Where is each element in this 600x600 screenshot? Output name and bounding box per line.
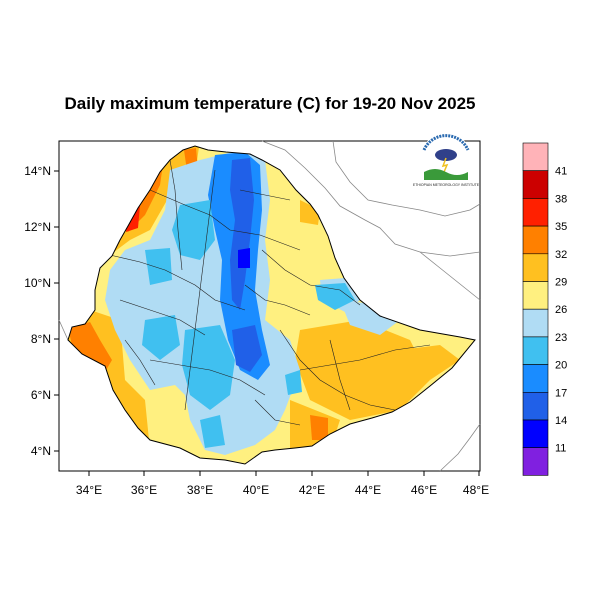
cloud-icon bbox=[435, 149, 457, 161]
colorbar-swatch bbox=[522, 170, 549, 199]
colorbar-label: 17 bbox=[555, 387, 567, 399]
x-tick-label: 44°E bbox=[355, 483, 381, 497]
colorbar-swatch bbox=[522, 391, 549, 421]
x-tick-label: 48°E bbox=[463, 483, 489, 497]
colorbar-label: 11 bbox=[555, 443, 566, 455]
y-tick-label: 6°N bbox=[31, 388, 51, 402]
colorbar-swatch bbox=[522, 281, 549, 310]
colorbar-label: 26 bbox=[555, 304, 567, 316]
logo-text: ETHIOPIAN METEOROLOGY INSTITUTE bbox=[413, 183, 480, 187]
colorbar-label: 23 bbox=[555, 332, 567, 344]
y-tick-label: 4°N bbox=[31, 444, 51, 458]
y-tick-label: 10°N bbox=[24, 276, 51, 290]
lightning-icon bbox=[441, 157, 449, 173]
y-tick-label: 8°N bbox=[31, 332, 51, 346]
x-tick-label: 34°E bbox=[76, 483, 102, 497]
colorbar-label: 35 bbox=[555, 221, 567, 233]
x-tick-label: 38°E bbox=[187, 483, 213, 497]
colorbar-swatch bbox=[522, 419, 549, 449]
colorbar-label: 29 bbox=[555, 277, 567, 289]
colorbar-swatch bbox=[522, 253, 549, 282]
colorbar-swatch bbox=[522, 308, 549, 338]
colorbar-swatch bbox=[522, 225, 549, 255]
x-tick-label: 46°E bbox=[411, 483, 437, 497]
x-tick-label: 36°E bbox=[131, 483, 157, 497]
x-tick-label: 40°E bbox=[243, 483, 269, 497]
x-tick-label: 42°E bbox=[299, 483, 325, 497]
y-tick-label: 12°N bbox=[24, 220, 51, 234]
colorbar-swatch bbox=[522, 364, 549, 393]
colorbar-swatch bbox=[522, 142, 549, 172]
x-tick-labels: 34°E 36°E 38°E 40°E 42°E 44°E 46°E 48°E bbox=[76, 483, 489, 497]
colorbar-label: 20 bbox=[555, 360, 567, 372]
colorbar-swatch bbox=[522, 447, 549, 476]
colorbar-label: 41 bbox=[555, 166, 567, 178]
y-tick-labels: 14°N 12°N 10°N 8°N 6°N 4°N bbox=[24, 164, 51, 458]
institute-logo: ETHIOPIAN METEOROLOGY INSTITUTE bbox=[413, 134, 480, 190]
region-borders bbox=[109, 159, 431, 426]
colorbar-label: 38 bbox=[555, 193, 567, 205]
map-title: Daily maximum temperature (C) for 19-20 … bbox=[64, 94, 476, 113]
colorbar-swatch bbox=[522, 198, 549, 227]
colorbar: 41 38 35 32 29 26 23 20 17 14 11 bbox=[522, 142, 567, 476]
tick-marks bbox=[54, 170, 480, 476]
colorbar-swatch bbox=[522, 336, 549, 365]
y-tick-label: 14°N bbox=[24, 164, 51, 178]
colorbar-label: 32 bbox=[555, 249, 567, 261]
colorbar-label: 14 bbox=[555, 415, 567, 427]
